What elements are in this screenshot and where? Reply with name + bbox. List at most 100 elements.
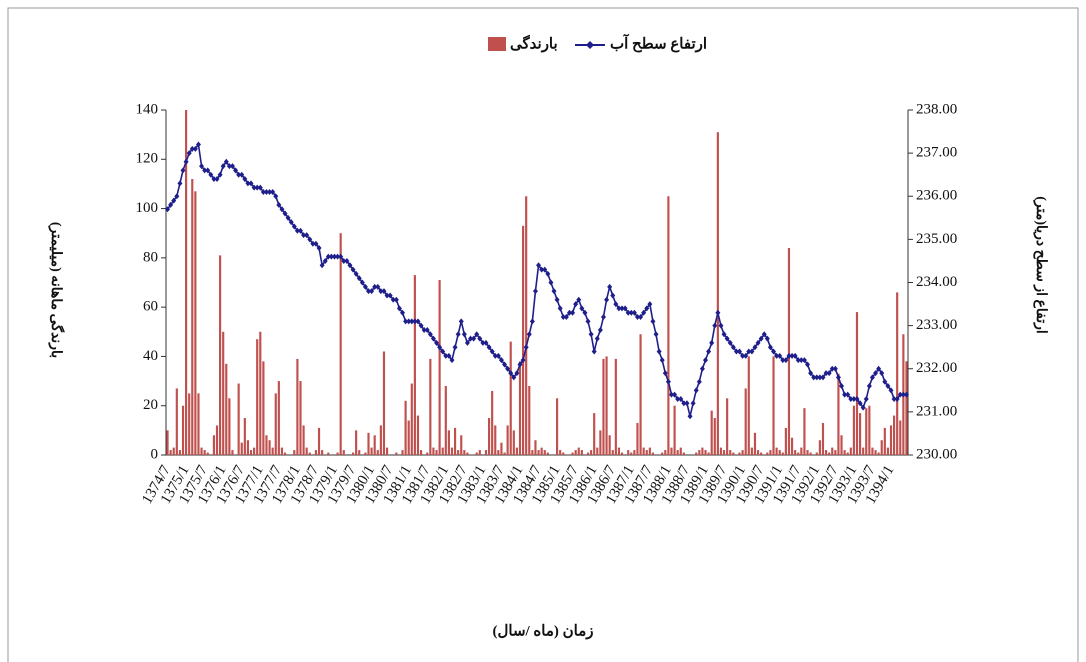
line-marker: [607, 283, 613, 290]
line-marker: [675, 395, 681, 402]
line-marker: [903, 391, 909, 398]
line-marker: [347, 262, 353, 269]
line-marker: [563, 314, 569, 320]
line-marker: [171, 197, 177, 204]
bar: [475, 452, 478, 455]
bar: [497, 450, 500, 455]
line-marker: [270, 188, 276, 195]
bar: [219, 255, 222, 455]
line-marker: [211, 176, 217, 182]
line-marker: [613, 301, 619, 308]
line-marker: [180, 167, 186, 174]
line-marker: [783, 357, 789, 364]
bar: [395, 452, 398, 455]
y2-tick-label: 230.00: [916, 446, 957, 462]
bar: [831, 447, 834, 455]
line-marker: [780, 357, 786, 364]
line-marker: [486, 344, 492, 351]
bar: [185, 110, 188, 455]
line-marker: [600, 314, 606, 320]
line-marker: [638, 314, 644, 320]
y-tick-label: 140: [136, 101, 159, 117]
bar: [543, 450, 546, 455]
bar: [503, 452, 506, 455]
bar: [636, 422, 639, 455]
line-marker: [273, 193, 279, 200]
line-marker: [823, 370, 829, 377]
bar: [747, 356, 750, 455]
bar: [905, 361, 908, 455]
bar: [546, 452, 549, 455]
y-tick-label: 20: [143, 397, 158, 413]
y-tick-label: 40: [143, 348, 158, 364]
bar: [704, 450, 707, 455]
line-marker: [740, 352, 746, 359]
bar: [432, 447, 435, 455]
line-marker: [631, 309, 637, 316]
line-marker: [229, 163, 235, 170]
bar: [599, 430, 602, 455]
line-marker: [869, 374, 875, 381]
y2-tick-label: 231.00: [916, 403, 957, 419]
bar: [889, 425, 893, 455]
bar: [849, 447, 852, 455]
line-marker: [560, 314, 566, 320]
line-marker: [539, 266, 545, 273]
bar: [259, 331, 262, 455]
line-marker: [551, 288, 557, 295]
bar: [256, 339, 259, 455]
bar: [707, 452, 710, 455]
line-marker: [681, 400, 687, 407]
bar: [494, 425, 497, 455]
bar: [280, 447, 284, 455]
bar: [355, 430, 358, 455]
line-marker: [690, 400, 696, 407]
bar: [661, 452, 664, 455]
line-marker: [805, 361, 811, 368]
bar: [215, 425, 219, 455]
bar: [463, 450, 466, 455]
y2-tick-label: 234.00: [916, 274, 957, 290]
line-marker: [523, 344, 529, 351]
bar: [673, 405, 676, 455]
bar: [778, 450, 781, 455]
y-axis-title: بارندگی ماهانه (میلیمتر): [48, 222, 65, 358]
bar: [874, 450, 877, 455]
line-marker: [876, 365, 882, 372]
line-marker: [483, 339, 489, 346]
bar: [590, 450, 593, 455]
bar: [212, 435, 216, 455]
bar: [806, 450, 809, 455]
bar: [283, 452, 287, 455]
line-marker: [829, 365, 835, 372]
line-marker: [706, 348, 712, 355]
bar: [438, 280, 441, 455]
line-marker: [542, 266, 548, 273]
bar: [800, 447, 803, 455]
bar: [188, 393, 191, 455]
bar: [237, 383, 240, 455]
line-marker: [480, 339, 486, 346]
line-marker: [814, 374, 820, 381]
bar: [750, 447, 753, 455]
line-marker: [424, 326, 430, 333]
line-marker: [353, 270, 359, 277]
bar: [732, 452, 735, 455]
bar: [444, 386, 447, 455]
y2-axis-title: ارتفاع از سطح دریا(متر): [1033, 196, 1048, 334]
bar: [855, 312, 859, 455]
line-marker: [721, 331, 727, 338]
bar: [293, 450, 296, 455]
bar: [846, 452, 849, 455]
line-marker: [387, 292, 393, 299]
bar: [308, 452, 311, 455]
bar: [824, 450, 828, 455]
line-marker: [520, 357, 526, 364]
line-marker: [192, 145, 198, 152]
line-marker: [297, 227, 303, 234]
bar: [821, 422, 825, 455]
bar: [518, 361, 522, 455]
bar: [642, 447, 645, 455]
bar: [602, 358, 605, 455]
line-marker: [257, 184, 263, 191]
